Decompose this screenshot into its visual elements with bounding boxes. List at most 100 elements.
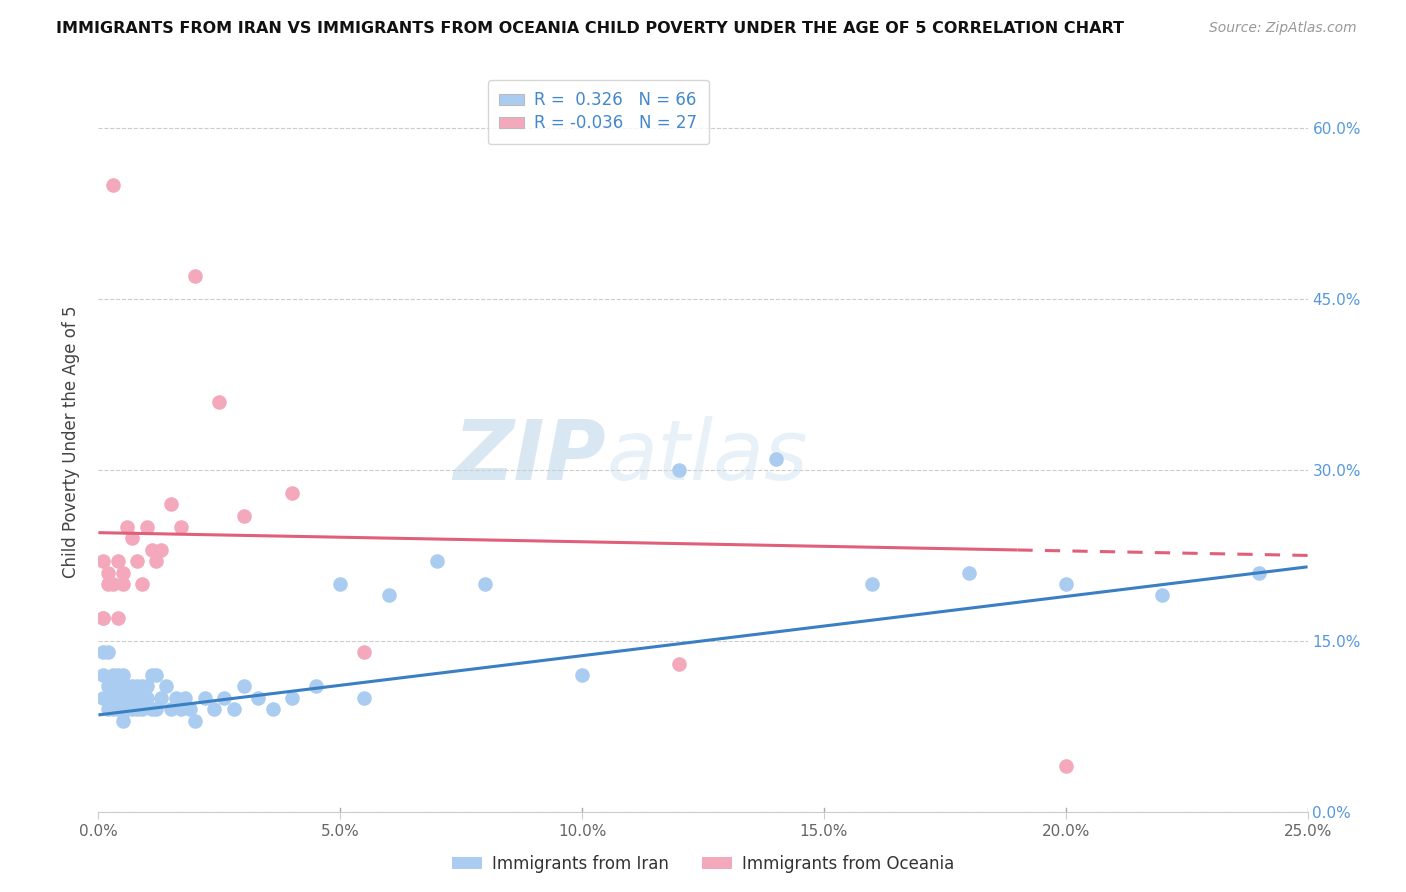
Point [353,645,375,659]
Point [91,611,114,625]
Point [1152,588,1174,602]
Point [145,668,167,682]
Point [91,554,114,568]
Text: Source: ZipAtlas.com: Source: ZipAtlas.com [1209,21,1357,35]
Point [127,702,149,716]
Point [208,394,231,409]
Point [169,702,191,716]
Point [668,463,690,477]
Point [101,702,124,716]
Point [111,566,134,580]
Point [127,690,149,705]
Text: ZIP: ZIP [454,416,606,497]
Point [127,554,149,568]
Point [101,668,124,682]
Point [247,690,270,705]
Point [131,702,153,716]
Point [1249,566,1271,580]
Point [91,645,114,659]
Point [107,611,129,625]
Point [121,690,143,705]
Point [160,702,183,716]
Point [179,702,201,716]
Point [91,611,114,625]
Point [111,690,134,705]
Point [426,554,449,568]
Point [97,680,120,694]
Point [127,680,149,694]
Legend: R =  0.326   N = 66, R = -0.036   N = 27: R = 0.326 N = 66, R = -0.036 N = 27 [488,79,709,144]
Point [91,668,114,682]
Point [145,554,167,568]
Point [474,577,496,591]
Point [141,702,163,716]
Point [222,702,245,716]
Point [135,680,157,694]
Point [131,577,153,591]
Point [101,690,124,705]
Point [212,690,235,705]
Point [111,577,134,591]
Point [194,690,217,705]
Point [97,690,120,705]
Point [155,680,177,694]
Point [141,542,163,557]
Point [281,690,304,705]
Point [668,657,690,671]
Point [107,690,129,705]
Point [765,451,787,466]
Point [571,668,593,682]
Point [121,680,143,694]
Point [101,680,124,694]
Point [262,702,284,716]
Point [111,714,134,728]
Point [145,702,167,716]
Point [305,680,328,694]
Point [117,520,139,534]
Text: IMMIGRANTS FROM IRAN VS IMMIGRANTS FROM OCEANIA CHILD POVERTY UNDER THE AGE OF 5: IMMIGRANTS FROM IRAN VS IMMIGRANTS FROM … [56,21,1125,36]
Point [232,508,254,523]
Point [377,588,399,602]
Point [101,577,124,591]
Y-axis label: Child Poverty Under the Age of 5: Child Poverty Under the Age of 5 [62,305,80,578]
Point [135,690,157,705]
Point [174,690,197,705]
Point [957,566,980,580]
Point [121,702,143,716]
Point [117,702,139,716]
Point [141,668,163,682]
Point [232,680,254,694]
Text: atlas: atlas [606,416,808,497]
Point [160,497,183,511]
Legend: Immigrants from Iran, Immigrants from Oceania: Immigrants from Iran, Immigrants from Oc… [446,848,960,880]
Point [107,702,129,716]
Point [111,668,134,682]
Point [117,680,139,694]
Point [860,577,883,591]
Point [101,178,124,193]
Point [165,690,187,705]
Point [135,520,157,534]
Point [169,520,191,534]
Point [353,690,375,705]
Point [150,542,173,557]
Point [121,532,143,546]
Point [91,690,114,705]
Point [97,566,120,580]
Point [131,680,153,694]
Point [1054,759,1077,773]
Point [97,577,120,591]
Point [97,645,120,659]
Point [184,714,207,728]
Point [97,702,120,716]
Point [184,269,207,284]
Point [204,702,226,716]
Point [117,690,139,705]
Point [107,668,129,682]
Point [1054,577,1077,591]
Point [111,680,134,694]
Point [281,485,304,500]
Point [150,690,173,705]
Point [107,554,129,568]
Point [329,577,352,591]
